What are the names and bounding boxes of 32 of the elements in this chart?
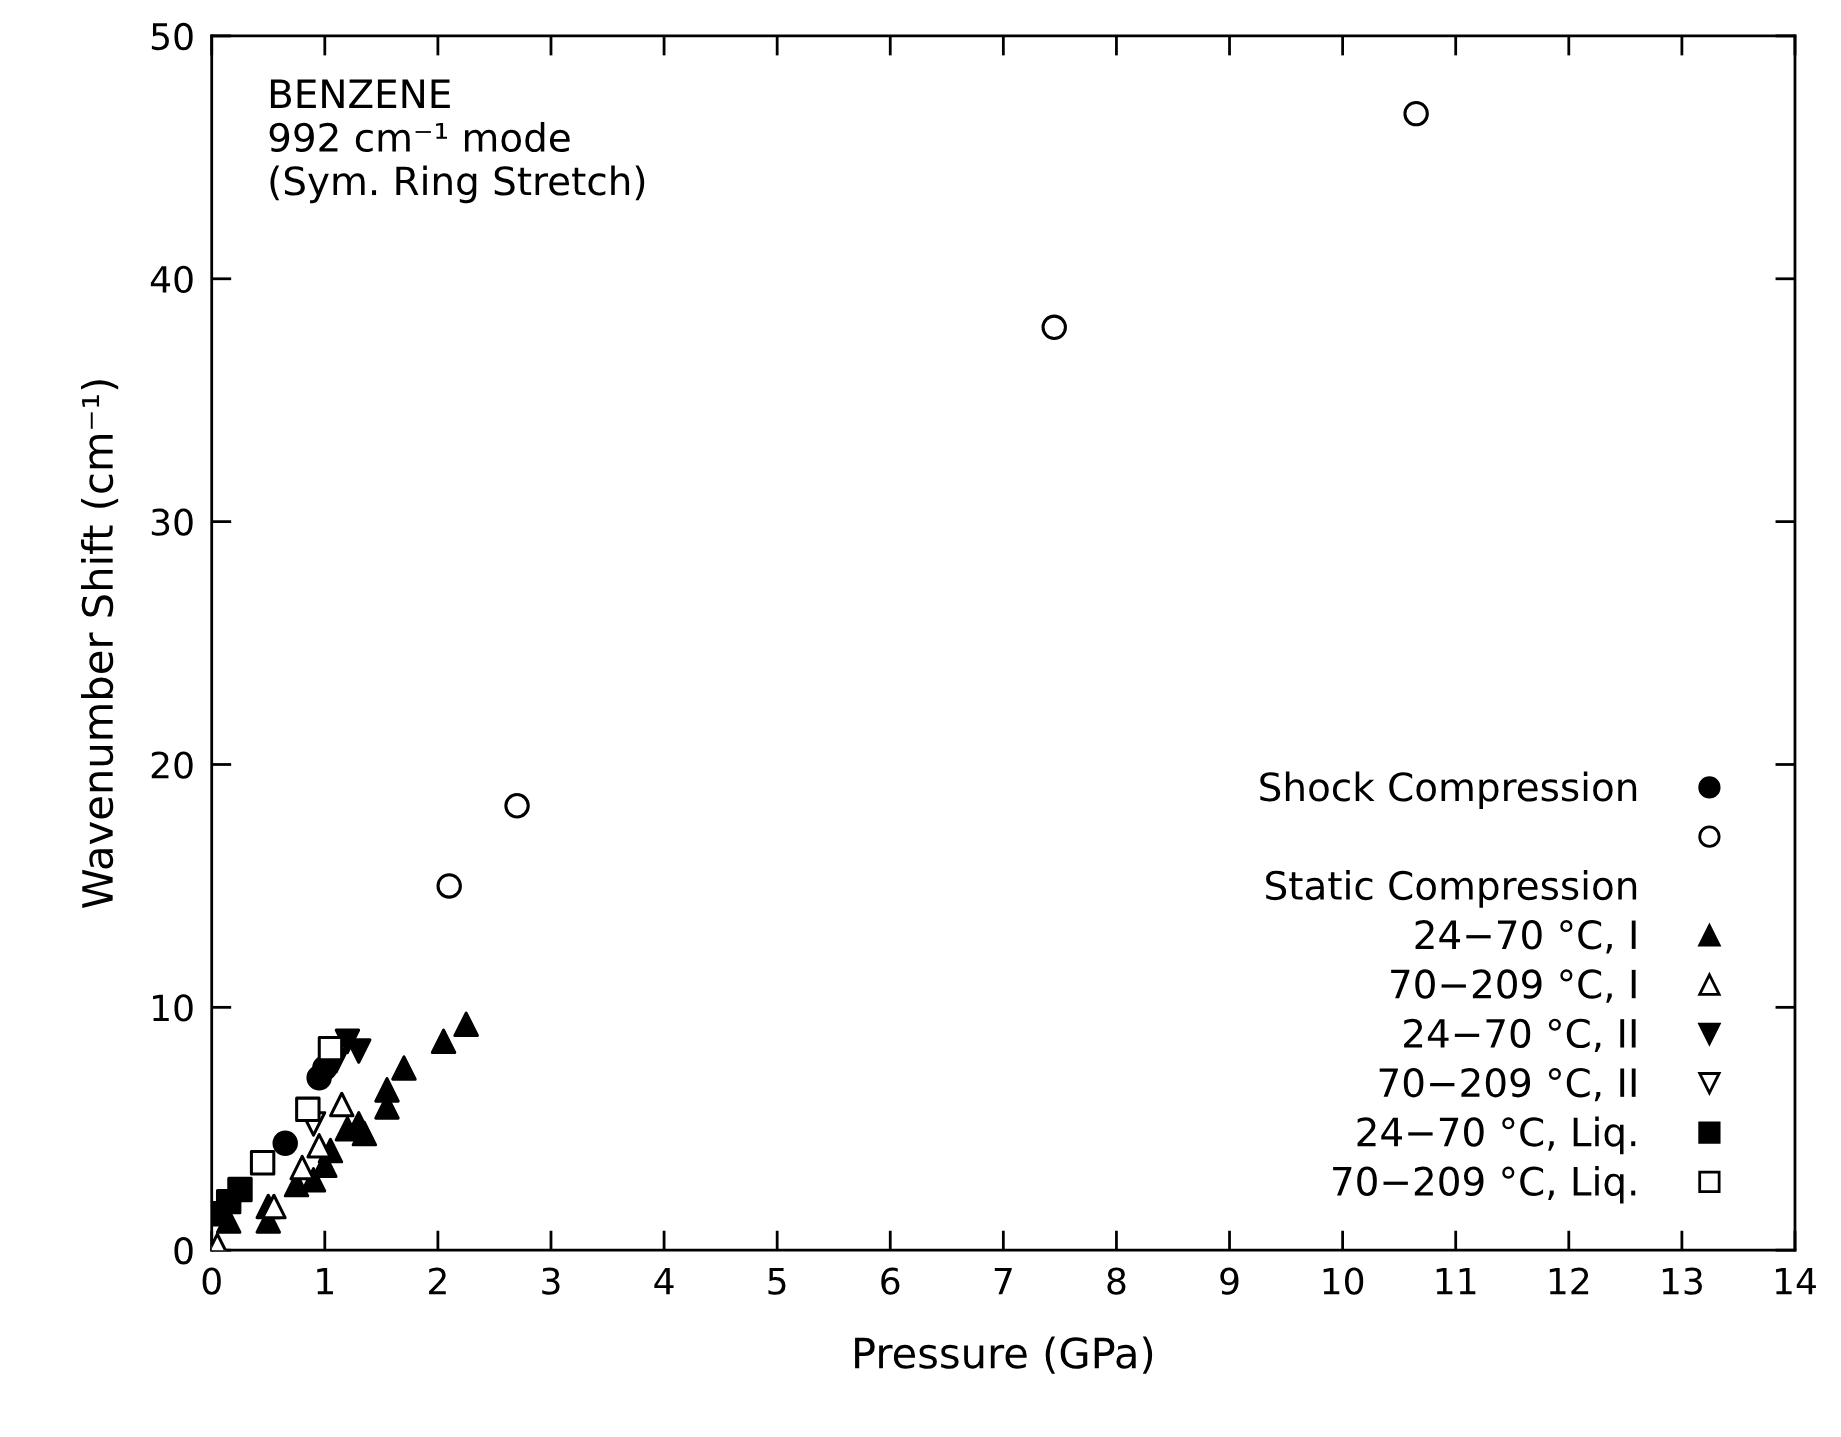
legend-label: 70−209 °C, II xyxy=(1379,1067,1636,1102)
x-tick-label: 12 xyxy=(1549,1267,1589,1295)
legend-label: 24−70 °C, I xyxy=(1415,920,1636,954)
x-tick-label: 13 xyxy=(1662,1267,1702,1295)
y-tick-label: 20 xyxy=(151,751,193,779)
legend-label: Shock Compression xyxy=(1260,771,1637,810)
legend-label: 24−70 °C, Liq. xyxy=(1357,1116,1636,1155)
x-tick-label: 11 xyxy=(1436,1267,1476,1295)
x-tick-label: 8 xyxy=(1107,1267,1126,1295)
y-tick-label: 0 xyxy=(174,1237,193,1265)
y-tick-label: 10 xyxy=(153,994,193,1022)
annotation: Static Compression xyxy=(1266,870,1637,908)
x-tick-label: 6 xyxy=(881,1267,900,1295)
x-tick-label: 0 xyxy=(202,1267,221,1295)
annotation: BENZENE 992 cm⁻¹ mode (Sym. Ring Stretch) xyxy=(269,79,645,204)
x-tick-label: 5 xyxy=(768,1267,786,1295)
x-tick-label: 10 xyxy=(1323,1267,1364,1295)
x-axis-title: Pressure (GPa) xyxy=(855,1336,1153,1374)
legend-label: 24−70 °C, II xyxy=(1404,1018,1636,1053)
legend-label: 70−209 °C, I xyxy=(1391,969,1636,1003)
y-tick-label: 30 xyxy=(151,508,193,536)
x-tick-label: 14 xyxy=(1775,1267,1816,1295)
x-tick-label: 4 xyxy=(654,1267,674,1295)
x-tick-label: 9 xyxy=(1220,1267,1239,1295)
y-tick-label: 50 xyxy=(151,22,193,51)
y-axis-title: Wavenumber Shift (cm⁻¹) xyxy=(80,380,119,909)
x-tick-label: 2 xyxy=(429,1267,446,1295)
x-tick-label: 1 xyxy=(317,1267,333,1295)
x-tick-label: 3 xyxy=(542,1267,560,1295)
y-tick-label: 40 xyxy=(150,265,193,294)
legend-label: 70−209 °C, Liq. xyxy=(1333,1165,1636,1204)
x-tick-label: 7 xyxy=(994,1267,1012,1295)
